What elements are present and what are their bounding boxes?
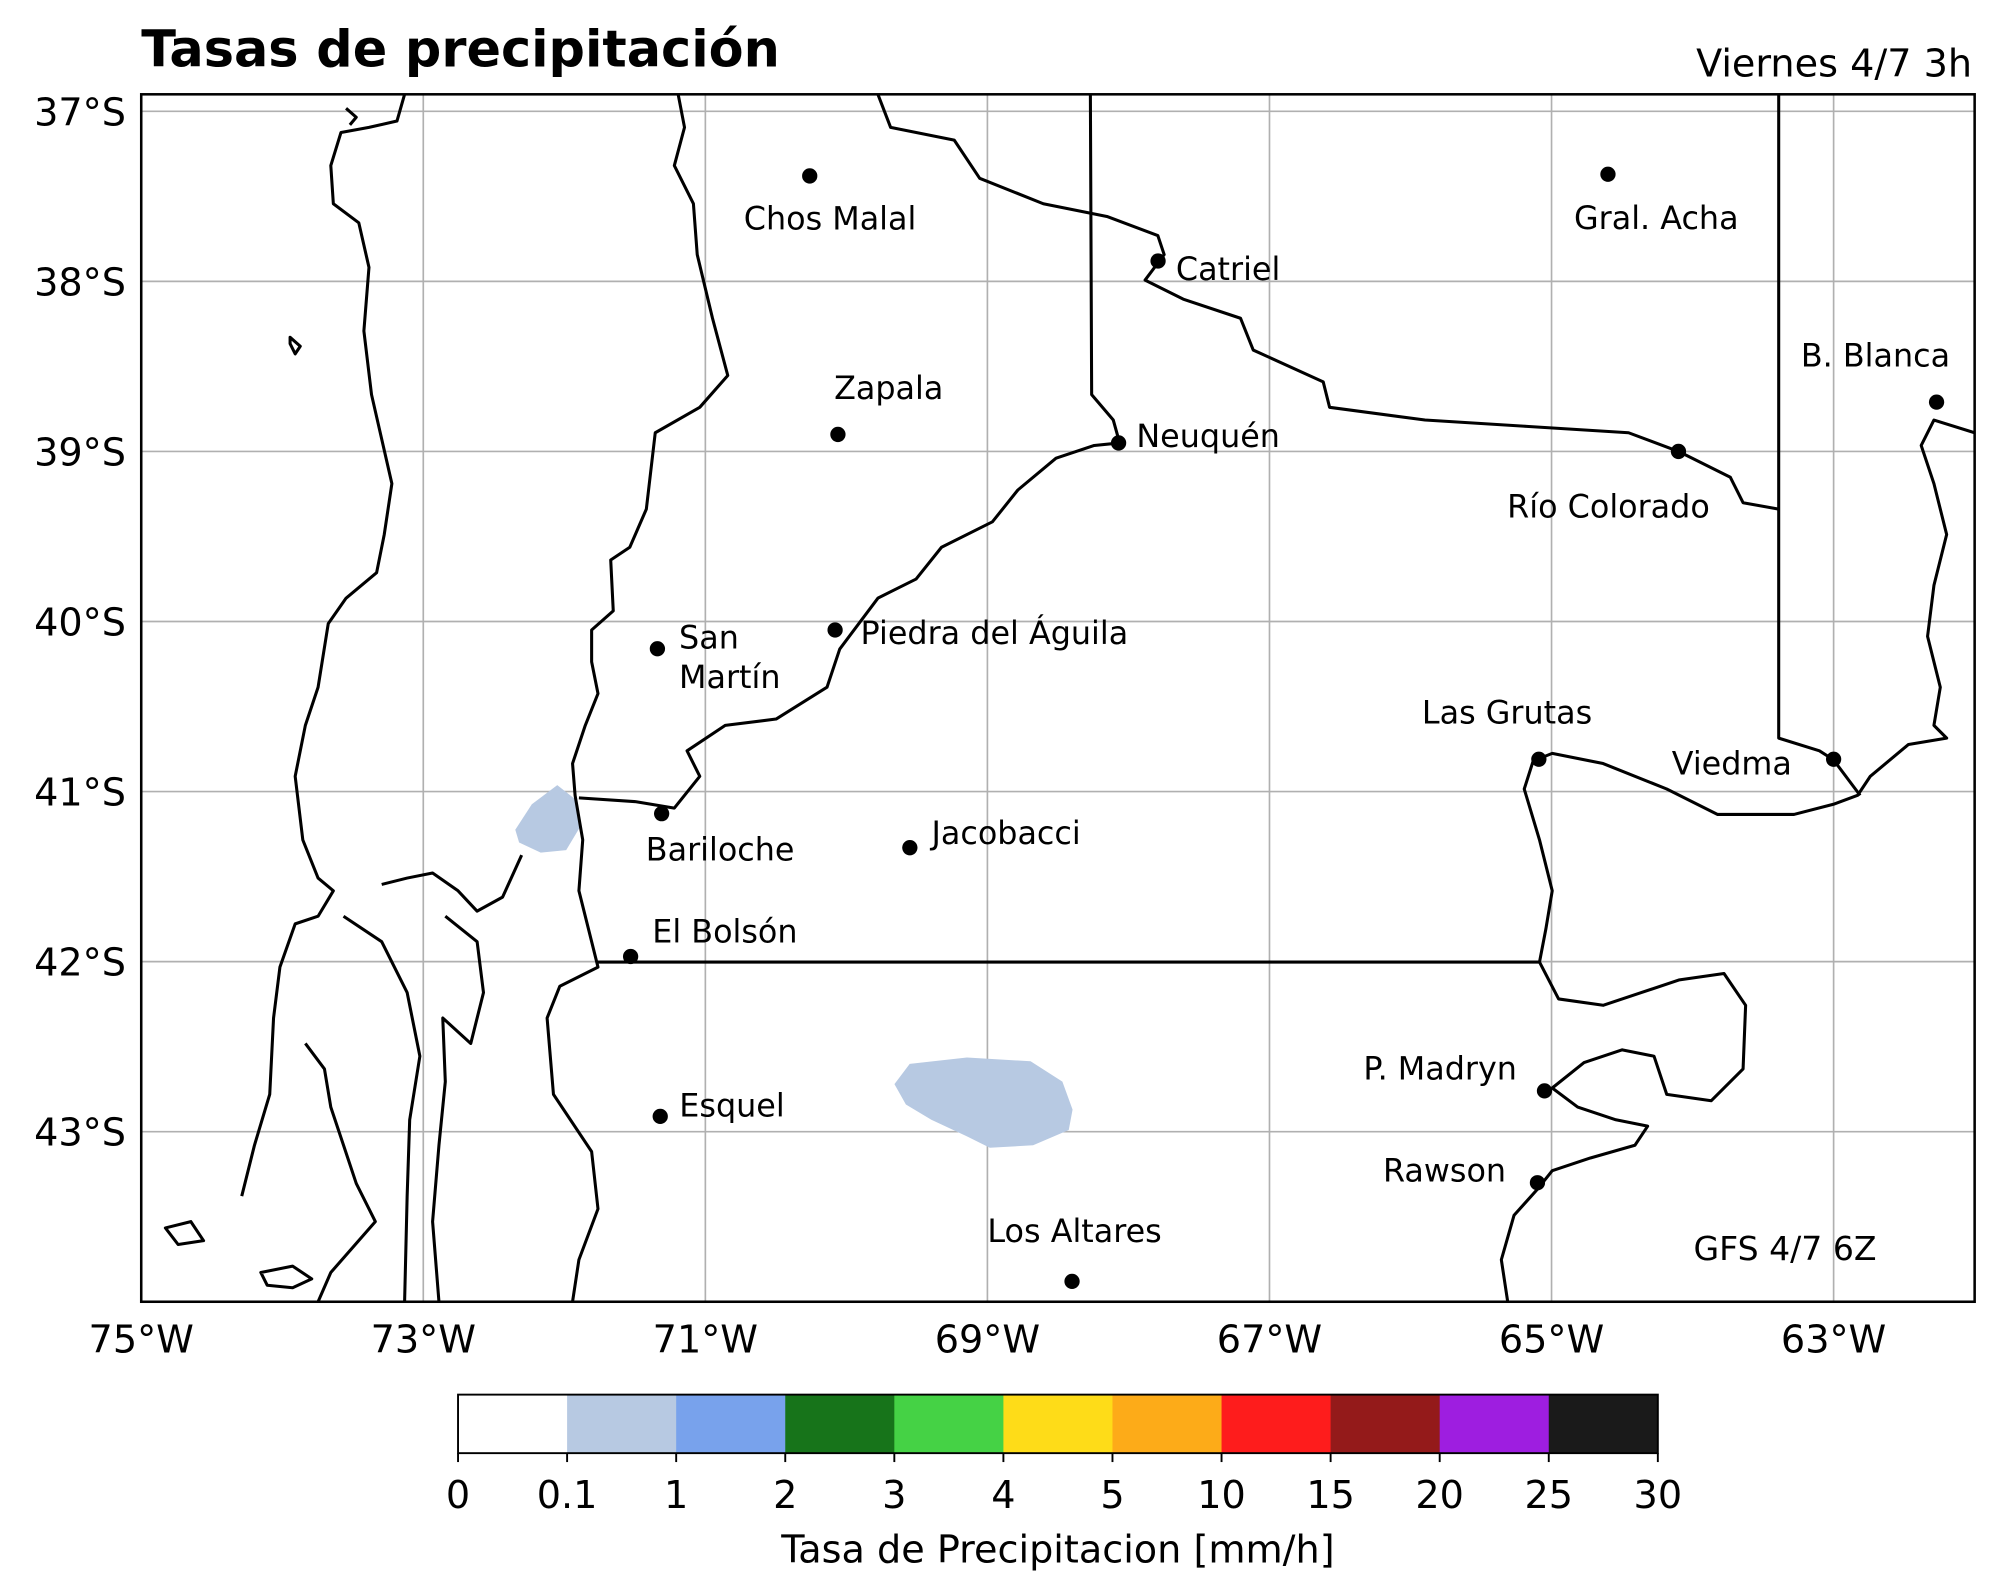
city-label: Viedma (1672, 746, 1792, 783)
province-border (1777, 94, 1862, 797)
colorbar-tick-label: 4 (991, 1473, 1015, 1517)
city-marker (902, 840, 918, 856)
colorbar-label: Tasa de Precipitacion [mm/h] (780, 1528, 1334, 1572)
city-label: Chos Malal (744, 200, 917, 237)
city-label: Río Colorado (1507, 489, 1710, 526)
city-label-line: San (679, 620, 739, 657)
city-label: Bariloche (646, 832, 795, 869)
geography (163, 94, 1975, 1302)
city-marker (1928, 394, 1945, 410)
colorbar-segment (1003, 1394, 1114, 1454)
city-marker (654, 806, 670, 822)
colorbar-tick-label: 30 (1634, 1473, 1683, 1517)
city-label: P. Madryn (1363, 1050, 1517, 1087)
chile-coast (240, 94, 407, 1197)
y-tick-label: 37°S (34, 90, 126, 134)
map-title: Tasas de precipitación (141, 20, 780, 79)
city-marker (1150, 253, 1166, 269)
province-border (876, 94, 1779, 511)
city-marker (1536, 1083, 1553, 1099)
colorbar-tick-label: 3 (882, 1473, 906, 1517)
city-marker (1110, 435, 1127, 451)
y-tick-label: 42°S (34, 941, 126, 985)
province-border (1088, 94, 1122, 444)
city-label-line: Martín (679, 659, 780, 696)
city-label: Zapala (834, 370, 943, 407)
border-chile (545, 94, 730, 1302)
colorbar-tick-label: 15 (1306, 1473, 1355, 1517)
colorbar-tick-label: 1 (664, 1473, 688, 1517)
colorbar-tick-label: 5 (1100, 1473, 1124, 1517)
map-subtitle: Viernes 4/7 3h (1696, 42, 1972, 86)
city-label: Neuquén (1136, 418, 1280, 455)
city-label: B. Blanca (1801, 338, 1950, 375)
city-label: Jacobacci (929, 815, 1080, 852)
model-note: GFS 4/7 6Z (1694, 1229, 1877, 1268)
colorbar-tick-label: 25 (1524, 1473, 1573, 1517)
city-label: El Bolsón (652, 914, 797, 951)
colorbar-tick-label: 0.1 (537, 1473, 598, 1517)
city-label: Piedra del Águila (861, 614, 1129, 652)
colorbar-segment (567, 1394, 677, 1454)
y-tick-label: 43°S (34, 1111, 126, 1155)
atlantic-coast (1499, 418, 1975, 1302)
city-marker (1064, 1273, 1080, 1289)
city-marker (652, 1108, 668, 1125)
chile-coast (163, 107, 524, 1302)
colorbar-segment (894, 1394, 1005, 1454)
x-tick-label: 65°W (1499, 1318, 1604, 1362)
colorbar-segment (458, 1394, 568, 1454)
city-label: Catriel (1176, 251, 1280, 288)
colorbar-segment (1439, 1394, 1550, 1454)
city-label: Gral. Acha (1574, 200, 1739, 237)
city-label: Los Altares (987, 1213, 1161, 1250)
province-border (578, 441, 1120, 810)
colorbar-tick-label: 10 (1197, 1473, 1246, 1517)
x-tick-label: 71°W (653, 1318, 758, 1362)
precip-area (894, 1057, 1073, 1148)
x-tick-label: 73°W (371, 1318, 476, 1362)
colorbar-segment (1548, 1394, 1659, 1454)
y-tick-label: 41°S (34, 771, 126, 815)
colorbar-segment (1221, 1394, 1332, 1454)
colorbar-frame (457, 1393, 1659, 1455)
colorbar-tick-label: 20 (1415, 1473, 1464, 1517)
colorbar-tick-label: 2 (773, 1473, 797, 1517)
city-label: Esquel (679, 1087, 784, 1124)
city-marker (1531, 751, 1547, 767)
city-marker (649, 641, 666, 657)
x-tick-label: 63°W (1781, 1318, 1886, 1362)
city-marker (802, 168, 818, 184)
city-marker (1529, 1175, 1546, 1191)
colorbar-segment (1330, 1394, 1441, 1454)
city-marker (622, 948, 639, 965)
city-label: Rawson (1383, 1152, 1506, 1189)
city-marker (827, 622, 843, 638)
colorbar-segment (1112, 1394, 1223, 1454)
city-marker (1600, 166, 1616, 182)
y-tick-label: 38°S (34, 260, 126, 304)
y-tick-label: 39°S (34, 430, 126, 474)
y-tick-label: 40°S (34, 600, 126, 644)
colorbar-segment (785, 1394, 895, 1454)
x-tick-label: 67°W (1217, 1318, 1322, 1362)
x-tick-label: 75°W (89, 1318, 194, 1362)
colorbar-segment (676, 1394, 786, 1454)
map-frame (139, 93, 1976, 1304)
city-marker (1825, 751, 1842, 767)
city-label: San Martín (679, 620, 780, 696)
precip-area (515, 785, 582, 853)
city-marker (1670, 443, 1687, 460)
city-marker (830, 426, 846, 443)
city-label: Las Grutas (1422, 695, 1592, 732)
x-tick-label: 69°W (935, 1318, 1040, 1362)
colorbar-tick-label: 0 (446, 1473, 470, 1517)
